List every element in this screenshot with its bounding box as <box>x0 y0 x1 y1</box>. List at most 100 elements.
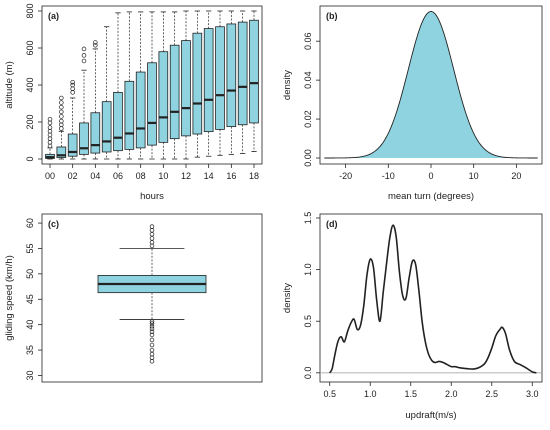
plot-frame <box>319 213 543 383</box>
outlier-point <box>93 40 98 45</box>
box-04 <box>90 112 101 154</box>
x-tick-label: 04 <box>90 171 100 181</box>
x-tick-label: 10 <box>469 171 479 181</box>
outlier-point <box>149 323 155 329</box>
y-tick-label: 0.02 <box>303 110 313 128</box>
y-tick-label: 30 <box>25 370 35 380</box>
outlier-point <box>149 337 155 343</box>
outlier-point <box>149 342 155 348</box>
x-tick-label: 06 <box>113 171 123 181</box>
y-axis-label: gliding speed (km/h) <box>4 255 15 341</box>
box-06 <box>113 92 123 152</box>
outlier-point <box>47 140 53 145</box>
x-tick-label: 0.5 <box>323 389 336 399</box>
box-02 <box>67 133 78 157</box>
y-tick-label: 50 <box>25 269 35 279</box>
x-tick-label: 10 <box>158 171 168 181</box>
outlier-point <box>47 129 53 134</box>
box-17 <box>237 21 248 126</box>
box-11 <box>169 44 180 140</box>
density-curve <box>324 11 538 159</box>
panel-a: 00 02 04 06 08 10 12 14 16 18 0 200 400 600 800 altitud… <box>4 3 263 202</box>
box-10 <box>158 51 169 143</box>
x-axis-label: updraft(m/s) <box>405 410 456 421</box>
panel-label: (d) <box>326 219 338 229</box>
y-tick-label: 60 <box>25 218 35 228</box>
x-tick-label: 12 <box>181 171 191 181</box>
outlier-point <box>47 132 53 138</box>
outlier-point <box>149 326 155 331</box>
y-tick-label: 0.00 <box>303 149 313 167</box>
x-tick-label: 08 <box>136 171 146 181</box>
box-13 <box>192 32 203 135</box>
outlier-point <box>81 53 87 58</box>
y-tick-label: 600 <box>25 40 35 55</box>
outlier-point <box>149 321 155 326</box>
box-14 <box>203 28 214 133</box>
outlier-point <box>149 329 155 335</box>
x-tick-label: -10 <box>382 171 395 181</box>
box-18 <box>249 19 259 124</box>
plot-frame <box>41 213 263 383</box>
box-16 <box>226 23 237 128</box>
box-03 <box>79 122 89 155</box>
box-05 <box>101 101 112 153</box>
x-tick-label: 16 <box>226 171 236 181</box>
outlier-point <box>47 143 53 149</box>
box-12 <box>181 40 191 137</box>
x-tick-label: -20 <box>339 171 352 181</box>
outlier-point <box>70 79 75 85</box>
outlier-point <box>59 122 64 128</box>
x-tick-label: 2.0 <box>445 389 458 399</box>
y-tick-label: 0.5 <box>303 315 313 328</box>
x-tick-label: 18 <box>249 171 259 181</box>
outlier-point <box>59 126 64 131</box>
x-tick-label: 02 <box>68 171 78 181</box>
panel-c: 30 35 40 45 50 55 60 gliding speed (km/h) (c) <box>4 213 263 383</box>
outlier-point <box>70 82 75 88</box>
x-tick-label: 00 <box>45 171 55 181</box>
panel-label: (a) <box>48 11 59 21</box>
outlier-point <box>149 236 155 241</box>
y-tick-label: 55 <box>25 243 35 253</box>
outlier-point <box>47 125 53 130</box>
box-15 <box>215 26 225 130</box>
outlier-point <box>47 116 53 122</box>
outlier-point <box>70 90 75 95</box>
y-tick-label: 400 <box>25 77 35 92</box>
y-tick-label: 35 <box>25 345 35 355</box>
outlier-point <box>59 118 64 124</box>
outlier-point <box>59 114 64 119</box>
outlier-point <box>81 58 87 64</box>
box-07 <box>124 80 135 150</box>
y-tick-label: 0 <box>25 156 35 161</box>
outlier-point <box>59 100 64 105</box>
panel-b: -20 -10 0 10 20 0.00 0.02 0.04 0.06 density mean t… <box>282 5 543 202</box>
x-tick-label: 14 <box>204 171 214 181</box>
y-tick-label: 200 <box>25 114 35 129</box>
density-fill <box>324 11 538 158</box>
density-line <box>329 224 537 374</box>
outlier-point <box>149 347 155 353</box>
x-tick-label: 20 <box>511 171 521 181</box>
x-tick-label: 2.5 <box>486 389 499 399</box>
panel-label: (b) <box>326 11 338 21</box>
outlier-point <box>149 224 155 229</box>
outlier-point <box>149 332 155 338</box>
x-tick-label: 3.0 <box>526 389 539 399</box>
outlier-point <box>93 42 98 48</box>
y-axis-label: density <box>282 70 293 100</box>
y-tick-label: 1.5 <box>303 212 313 225</box>
y-tick-label: 0.0 <box>303 367 313 380</box>
x-axis-label: hours <box>140 191 164 202</box>
y-tick-label: 0.06 <box>303 32 313 50</box>
x-tick-label: 1.5 <box>404 389 417 399</box>
outlier-point <box>70 86 75 91</box>
box-01 <box>56 146 67 158</box>
y-tick-label: 1.0 <box>303 263 313 276</box>
x-tick-label: 1.0 <box>364 389 377 399</box>
box-09 <box>147 62 157 146</box>
outlier-point <box>47 120 53 126</box>
y-tick-label: 40 <box>25 320 35 330</box>
